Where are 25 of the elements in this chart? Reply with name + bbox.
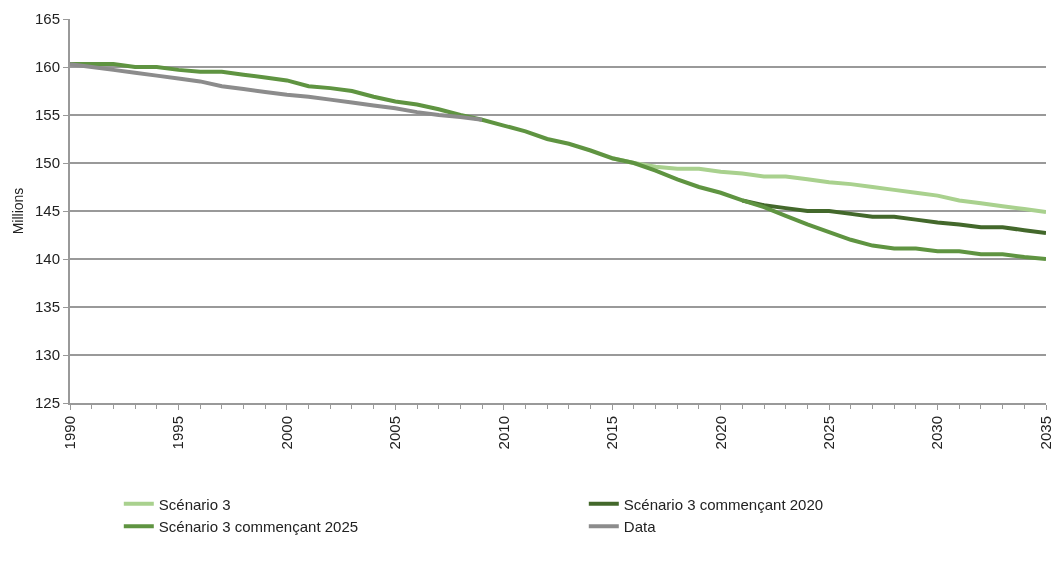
y-tick-label: 155: [34, 106, 60, 124]
legend-label: Data: [623, 518, 657, 536]
y-tick-label: 150: [34, 154, 60, 172]
y-axis-title: Millions: [10, 187, 27, 235]
y-tick-label: 145: [34, 202, 60, 220]
x-tick-label: 1990: [60, 416, 78, 450]
x-tick-label: 2005: [386, 416, 404, 450]
y-tick-label: 130: [34, 346, 60, 364]
y-tick-label: 160: [34, 58, 60, 76]
y-tick-label: 165: [34, 10, 60, 28]
legend-label: Scénario 3 commençant 2025: [158, 518, 359, 536]
y-tick-label: 125: [34, 394, 60, 412]
x-tick-label: 1995: [169, 416, 187, 450]
legend-label: Scénario 3: [158, 495, 231, 513]
x-tick-label: 2010: [494, 416, 512, 450]
x-tick-label: 2015: [603, 416, 621, 450]
x-tick-label: 2030: [928, 416, 946, 450]
legend-label: Scénario 3 commençant 2020: [623, 495, 824, 513]
x-tick-label: 2025: [819, 416, 837, 450]
y-tick-label: 135: [34, 298, 60, 316]
line-series: [70, 62, 485, 122]
y-tick-label: 140: [34, 250, 60, 268]
x-tick-label: 2020: [711, 416, 729, 450]
x-tick-label: 2035: [1036, 416, 1054, 450]
x-tick-label: 2000: [277, 416, 295, 450]
